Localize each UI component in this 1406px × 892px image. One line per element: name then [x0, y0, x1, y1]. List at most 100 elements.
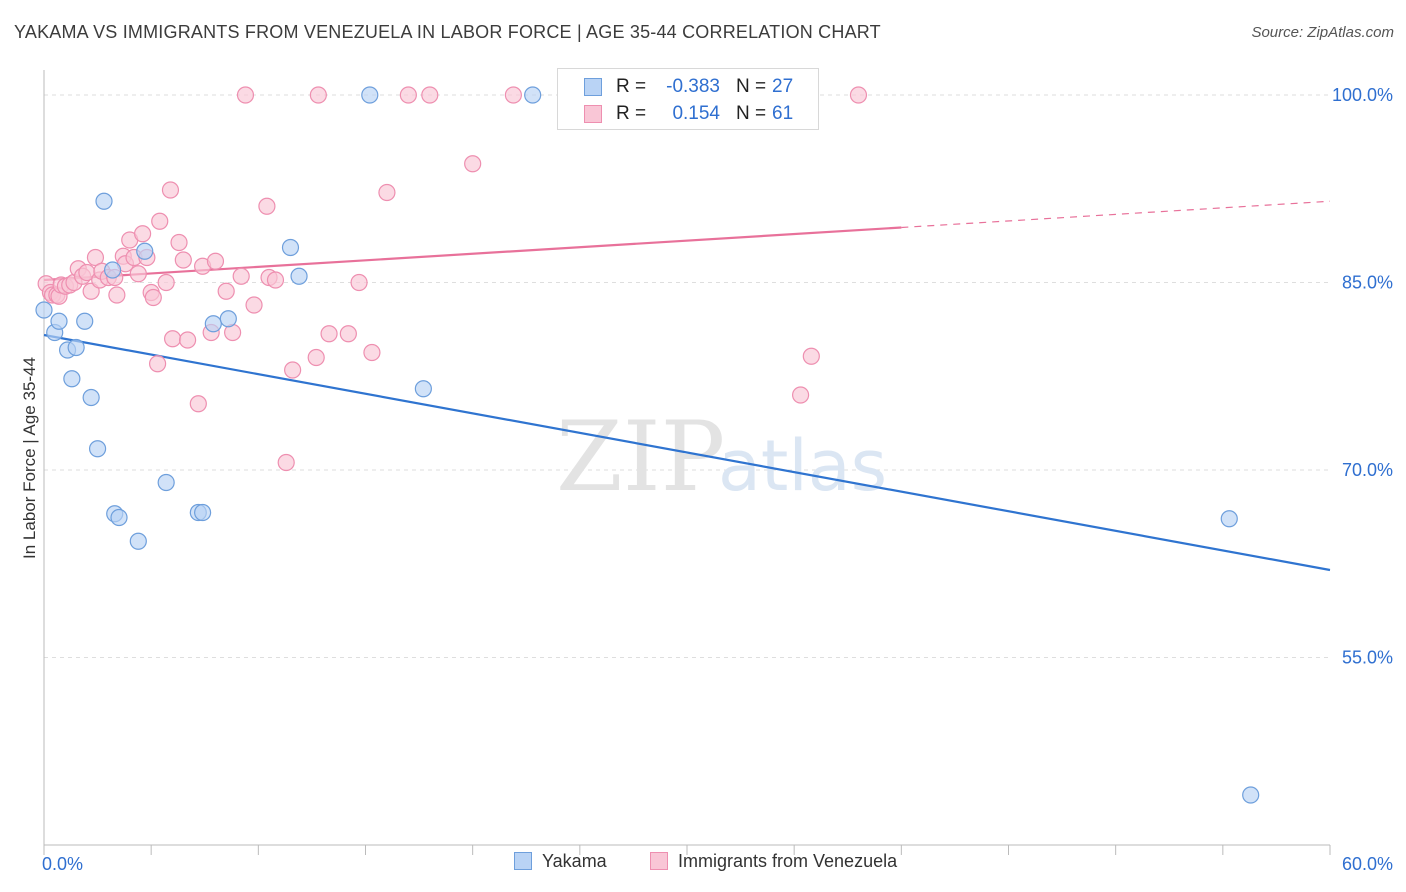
point-venezuela: [791, 386, 810, 404]
legend-n-label: N =: [736, 103, 767, 124]
watermark: ZIP atlas: [556, 401, 887, 513]
trend-lines: [43, 200, 1331, 572]
point-yakama: [129, 532, 147, 550]
point-venezuela: [258, 197, 276, 215]
point-venezuela: [266, 271, 285, 289]
point-venezuela: [86, 248, 105, 267]
point-yakama: [1220, 510, 1238, 528]
series-label-venezuela: Immigrants from Venezuela: [678, 851, 898, 871]
correlation-legend: R = -0.383 N = 27 R = 0.154 N = 61: [557, 68, 819, 130]
point-yakama: [281, 238, 300, 257]
legend-n-label: N =: [736, 76, 767, 97]
legend-row-venezuela: R = 0.154 N = 61: [558, 100, 818, 128]
x-tick-label: 60.0%: [1342, 854, 1393, 874]
y-axis-label: In Labor Force | Age 35-44: [20, 357, 39, 559]
point-yakama: [219, 310, 237, 328]
point-venezuela: [399, 86, 417, 104]
point-yakama: [361, 86, 379, 104]
point-yakama: [50, 312, 68, 330]
legend-row-yakama: R = -0.383 N = 27: [558, 73, 818, 101]
grid-lines: [44, 94, 1330, 658]
point-yakama: [110, 508, 128, 527]
y-tick-label: 100.0%: [1332, 85, 1393, 105]
point-yakama: [35, 301, 53, 319]
point-venezuela: [164, 330, 182, 348]
point-yakama: [524, 86, 542, 104]
series-label-yakama: Yakama: [542, 851, 607, 871]
point-venezuela: [170, 233, 188, 252]
trend-line-extension-venezuela: [901, 200, 1331, 229]
point-venezuela: [133, 225, 152, 243]
point-venezuela: [320, 325, 338, 343]
point-venezuela: [245, 296, 263, 314]
legend-n-value: 61: [772, 103, 794, 124]
tick-labels: 100.0% 85.0% 70.0% 55.0% 0.0% 60.0%: [42, 85, 1393, 874]
series-swatch-venezuela: [650, 852, 668, 870]
point-venezuela: [217, 282, 235, 300]
point-venezuela: [464, 155, 482, 173]
point-venezuela: [108, 286, 126, 304]
point-venezuela: [148, 355, 167, 373]
point-yakama: [76, 312, 94, 330]
point-yakama: [103, 261, 122, 279]
y-tick-label: 55.0%: [1342, 648, 1393, 668]
point-venezuela: [363, 343, 381, 362]
point-yakama: [67, 338, 85, 357]
point-venezuela: [284, 361, 302, 379]
point-yakama: [1242, 786, 1260, 804]
legend-n-value: 27: [772, 76, 794, 97]
y-tick-label: 70.0%: [1342, 460, 1393, 480]
point-venezuela: [206, 252, 225, 270]
point-venezuela: [236, 86, 255, 104]
point-venezuela: [232, 267, 250, 285]
series-swatch-yakama: [514, 852, 532, 870]
point-yakama: [88, 440, 107, 458]
point-venezuela: [504, 86, 522, 104]
point-yakama: [82, 388, 100, 407]
watermark-zip: ZIP: [556, 401, 725, 513]
point-venezuela: [350, 273, 368, 292]
point-yakama: [63, 370, 81, 388]
x-tick-label: 0.0%: [42, 854, 83, 874]
point-yakama: [136, 242, 154, 260]
point-yakama: [414, 380, 432, 398]
point-yakama: [290, 267, 308, 285]
trend-line-yakama: [43, 333, 1331, 572]
watermark-atlas: atlas: [718, 425, 887, 507]
y-tick-label: 85.0%: [1342, 273, 1393, 293]
point-yakama: [204, 315, 222, 333]
point-venezuela: [161, 181, 180, 199]
series-legend: Yakama Immigrants from Venezuela: [0, 851, 1406, 877]
chart-source: Source: ZipAtlas.com: [1251, 24, 1394, 41]
legend-r-value: 0.154: [672, 103, 720, 124]
point-venezuela: [802, 347, 820, 365]
trend-line-venezuela: [43, 226, 902, 282]
point-yakama: [95, 192, 113, 210]
axes: [43, 70, 1331, 855]
point-venezuela: [157, 273, 175, 292]
point-venezuela: [339, 325, 357, 343]
legend-r-value: -0.383: [666, 76, 720, 97]
point-venezuela: [849, 86, 868, 104]
point-venezuela: [277, 453, 295, 472]
point-venezuela: [421, 86, 439, 104]
point-venezuela: [174, 251, 192, 269]
point-venezuela: [189, 395, 207, 413]
point-yakama: [157, 473, 175, 492]
chart-title: YAKAMA VS IMMIGRANTS FROM VENEZUELA IN L…: [14, 22, 881, 42]
point-venezuela: [151, 212, 169, 230]
series-legend-venezuela[interactable]: Immigrants from Venezuela: [650, 851, 897, 872]
data-points: [35, 86, 1260, 804]
point-venezuela: [179, 331, 197, 349]
point-venezuela: [307, 348, 325, 367]
point-yakama: [194, 503, 212, 522]
point-venezuela: [144, 288, 162, 307]
series-legend-yakama[interactable]: Yakama: [514, 851, 607, 872]
legend-r-label: R =: [616, 103, 647, 124]
legend-swatch-yakama: [584, 78, 602, 96]
point-venezuela: [129, 265, 147, 283]
point-venezuela: [309, 86, 327, 104]
point-venezuela: [378, 183, 396, 202]
legend-r-label: R =: [616, 76, 647, 97]
